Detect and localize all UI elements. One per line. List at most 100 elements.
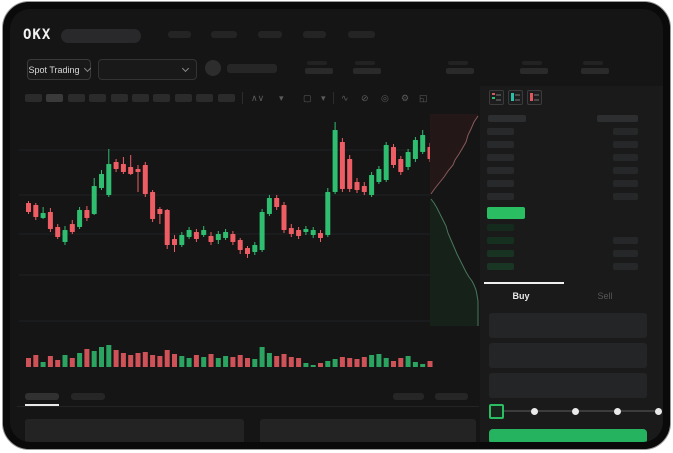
chevron-down-icon[interactable]: ▾ [279,93,284,103]
volume-bar [332,359,338,367]
timeframe-button-skeleton[interactable] [196,94,214,102]
market-type-selector[interactable]: Spot Trading [27,59,91,80]
orderbook-amount-header-skeleton [597,115,638,122]
bid-amount-skeleton [613,237,638,244]
buy-submit-button[interactable] [489,429,647,444]
volume-bar [420,364,426,367]
order-history-panel-skeleton [260,419,476,445]
compare-icon[interactable]: ▢ [303,93,312,103]
timeframe-button-skeleton[interactable] [110,94,128,102]
volume-bar [179,356,185,367]
bottom-tab-active-skeleton[interactable] [25,393,59,400]
orderbook-price-header-skeleton [488,115,526,122]
toolbar-divider [242,92,243,104]
candle [412,137,418,162]
bottom-action-skeleton[interactable] [435,393,468,400]
total-input-skeleton[interactable] [489,373,647,398]
stat-value-skeleton [520,68,548,74]
candle [120,157,126,174]
volume-bar [208,354,214,367]
bottom-tab-skeleton[interactable] [71,393,105,400]
timeframe-button-skeleton[interactable] [217,94,235,102]
nav-item-skeleton[interactable] [258,31,282,38]
stat-label-skeleton [522,61,542,65]
amount-slider-handle[interactable] [489,404,504,419]
snapshot-icon[interactable]: ◎ [381,93,389,103]
candle [405,149,411,170]
candle [69,220,75,234]
volume-bar [281,354,287,367]
nav-item-skeleton[interactable] [348,31,375,38]
candle [208,232,214,245]
timeframe-button-skeleton[interactable] [132,94,149,102]
depth-asks-area [430,114,478,194]
depth-asks-line [430,115,479,195]
candle [135,165,141,192]
volume-bar [84,349,90,367]
active-tab-indicator [484,282,564,284]
okx-logo[interactable]: OKX [23,26,51,44]
price-input-skeleton[interactable] [489,313,647,338]
ask-price-skeleton [487,167,514,174]
pair-avatar[interactable] [205,60,221,76]
bottom-action-skeleton[interactable] [393,393,424,400]
slider-step-dot[interactable] [572,408,579,415]
timeframe-button-skeleton[interactable] [153,94,171,102]
tab-buy[interactable]: Buy [491,291,551,301]
slider-step-dot[interactable] [531,408,538,415]
timeframe-button-skeleton[interactable] [89,94,107,102]
volume-bar [245,358,250,367]
ask-amount-skeleton [613,167,638,174]
bid-price-skeleton [487,224,514,231]
orderbook-asks-view-icon[interactable] [527,90,542,105]
tab-sell[interactable]: Sell [575,291,635,301]
indicators-icon[interactable]: ∿ [341,93,349,103]
draw-icon[interactable]: ⊘ [361,93,369,103]
volume-bar [62,355,68,367]
amount-input-skeleton[interactable] [489,343,647,368]
fullscreen-icon[interactable]: ◱ [419,93,428,103]
stat-label-skeleton [355,61,375,65]
volume-bar [113,350,119,367]
nav-item-skeleton[interactable] [168,31,191,38]
volume-bar [383,358,389,367]
orderbook-bids-view-icon[interactable] [508,90,523,105]
orderbook-combined-view-icon[interactable] [489,90,504,105]
stat-label-skeleton [307,61,327,65]
candle [339,138,345,192]
pair-selector-dropdown[interactable] [98,59,197,80]
open-orders-panel-skeleton [25,419,244,445]
nav-item-skeleton[interactable] [303,31,326,38]
line [515,94,520,96]
volume-bar [296,358,302,367]
timeframe-button-skeleton[interactable] [67,94,85,102]
chart-type-icon[interactable]: ∧∨ [251,93,265,103]
bottom-tab-underline [25,404,59,406]
timeframe-button-skeleton[interactable] [46,94,64,102]
candle [26,201,31,214]
volume-bar [142,352,148,367]
app-screen: OKX Spot Trading ∧∨ ▾ ▢ ▾ ∿ ⊘ ◎ ⚙ ◱ [3,2,670,449]
search-bar-skeleton[interactable] [61,29,141,43]
chevron-down-icon[interactable]: ▾ [321,93,326,103]
candle [113,159,119,172]
candle [420,130,426,154]
candle [223,229,229,240]
ask-amount-skeleton [613,128,638,135]
tab-sell-label: Sell [597,291,613,301]
candle [47,208,53,232]
candle [296,227,302,239]
volume-bar [77,353,83,367]
volume-bar [157,356,163,367]
candle [383,142,389,182]
candle [318,230,323,242]
slider-step-dot[interactable] [655,408,662,415]
settings-icon[interactable]: ⚙ [401,93,410,103]
timeframe-button-skeleton[interactable] [174,94,192,102]
slider-step-dot[interactable] [614,408,621,415]
nav-item-skeleton[interactable] [211,31,237,38]
volume-bar [186,358,192,367]
timeframe-button-skeleton[interactable] [25,94,42,102]
volume-bar [266,353,272,367]
